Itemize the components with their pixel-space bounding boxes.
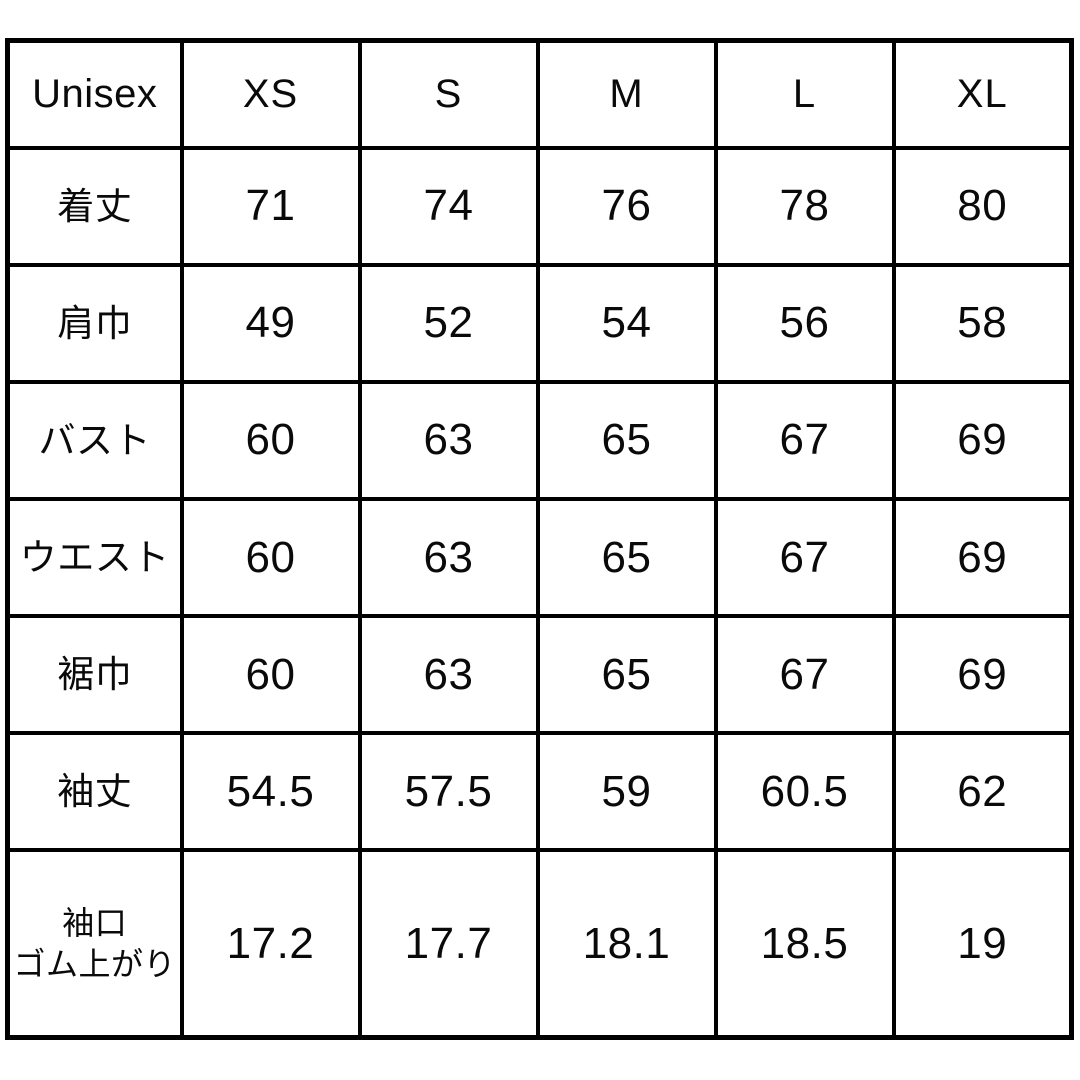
table-cell: 54 bbox=[535, 262, 718, 384]
table-cell: 63 bbox=[357, 614, 540, 736]
table-cell: 67 bbox=[713, 614, 896, 736]
table-row-cuff-rib: 袖口 ゴム上がり 17.2 17.7 18.1 18.5 19 bbox=[5, 848, 1074, 1040]
table-cell: 18.1 bbox=[535, 848, 718, 1040]
table-cell: 67 bbox=[713, 379, 896, 501]
table-cell: 69 bbox=[891, 614, 1074, 736]
table-cell: 17.2 bbox=[179, 848, 362, 1040]
table-row-body-length: 着丈 71 74 76 78 80 bbox=[5, 145, 1074, 267]
table-cell: 60.5 bbox=[713, 731, 896, 853]
table-cell: 54.5 bbox=[179, 731, 362, 853]
table-row-sleeve-length: 袖丈 54.5 57.5 59 60.5 62 bbox=[5, 731, 1074, 853]
table-cell: 69 bbox=[891, 496, 1074, 619]
table-cell: 80 bbox=[891, 145, 1074, 267]
table-cell: 57.5 bbox=[357, 731, 540, 853]
table-cell: 19 bbox=[891, 848, 1074, 1040]
size-header-xl: XL bbox=[891, 38, 1074, 150]
table-cell: 76 bbox=[535, 145, 718, 267]
table-cell: 49 bbox=[179, 262, 362, 384]
header-row: Unisex XS S M L XL bbox=[5, 38, 1074, 150]
table-cell: 65 bbox=[535, 496, 718, 619]
row-label: ウエスト bbox=[5, 496, 184, 619]
table-cell: 58 bbox=[891, 262, 1074, 384]
table-cell: 62 bbox=[891, 731, 1074, 853]
table-cell: 60 bbox=[179, 496, 362, 619]
table-row-shoulder-width: 肩巾 49 52 54 56 58 bbox=[5, 262, 1074, 384]
table-cell: 74 bbox=[357, 145, 540, 267]
size-header-xs: XS bbox=[179, 38, 362, 150]
size-header-l: L bbox=[713, 38, 896, 150]
row-label: バスト bbox=[5, 379, 184, 501]
size-header-s: S bbox=[357, 38, 540, 150]
table-row-waist: ウエスト 60 63 65 67 69 bbox=[5, 496, 1074, 619]
row-label: 裾巾 bbox=[5, 614, 184, 736]
table-row-hem-width: 裾巾 60 63 65 67 69 bbox=[5, 614, 1074, 736]
table-cell: 59 bbox=[535, 731, 718, 853]
corner-cell: Unisex bbox=[5, 38, 184, 150]
table-cell: 18.5 bbox=[713, 848, 896, 1040]
table-cell: 56 bbox=[713, 262, 896, 384]
table-cell: 65 bbox=[535, 379, 718, 501]
table-cell: 67 bbox=[713, 496, 896, 619]
row-label: 着丈 bbox=[5, 145, 184, 267]
table-cell: 52 bbox=[357, 262, 540, 384]
row-label: 袖丈 bbox=[5, 731, 184, 853]
row-label: 肩巾 bbox=[5, 262, 184, 384]
table-row-bust: バスト 60 63 65 67 69 bbox=[5, 379, 1074, 501]
size-header-m: M bbox=[535, 38, 718, 150]
table-cell: 69 bbox=[891, 379, 1074, 501]
size-chart-table: Unisex XS S M L XL 着丈 71 74 76 78 80 肩巾 … bbox=[5, 38, 1074, 1040]
table-cell: 60 bbox=[179, 614, 362, 736]
table-cell: 78 bbox=[713, 145, 896, 267]
table-cell: 17.7 bbox=[357, 848, 540, 1040]
table-cell: 63 bbox=[357, 379, 540, 501]
row-label: 袖口 ゴム上がり bbox=[5, 848, 184, 1040]
table-cell: 65 bbox=[535, 614, 718, 736]
table-cell: 71 bbox=[179, 145, 362, 267]
table-cell: 63 bbox=[357, 496, 540, 619]
table-cell: 60 bbox=[179, 379, 362, 501]
